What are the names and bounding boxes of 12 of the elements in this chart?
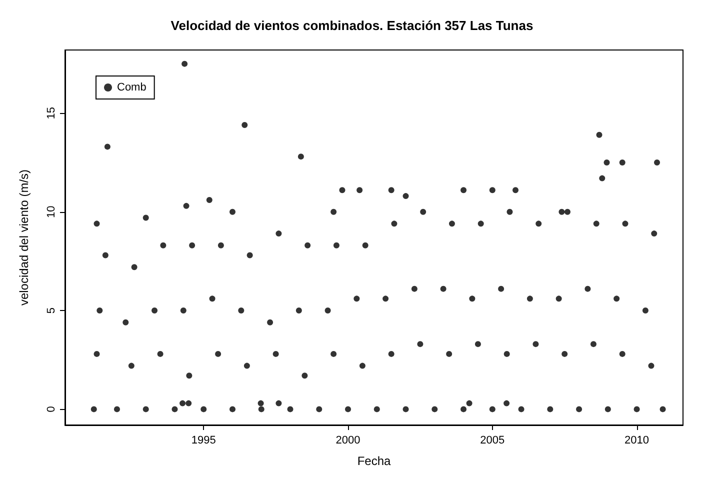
y-tick-label: 10 bbox=[46, 206, 58, 218]
y-tick-label: 0 bbox=[46, 406, 58, 412]
legend-label: Comb bbox=[117, 82, 146, 94]
x-tick-label: 1995 bbox=[191, 434, 216, 446]
x-tick-label: 2000 bbox=[336, 434, 360, 446]
x-tick-label: 2005 bbox=[480, 434, 505, 446]
y-tick-label: 15 bbox=[46, 107, 58, 120]
x-tick-label: 2010 bbox=[624, 434, 650, 446]
y-axis-title: velocidad del viento (m/s) bbox=[17, 169, 31, 306]
x-axis-title: Fecha bbox=[357, 454, 391, 468]
y-tick-label: 5 bbox=[46, 307, 58, 314]
chart-title: Velocidad de vientos combinados. Estación 357 Las Tunas bbox=[170, 18, 534, 33]
